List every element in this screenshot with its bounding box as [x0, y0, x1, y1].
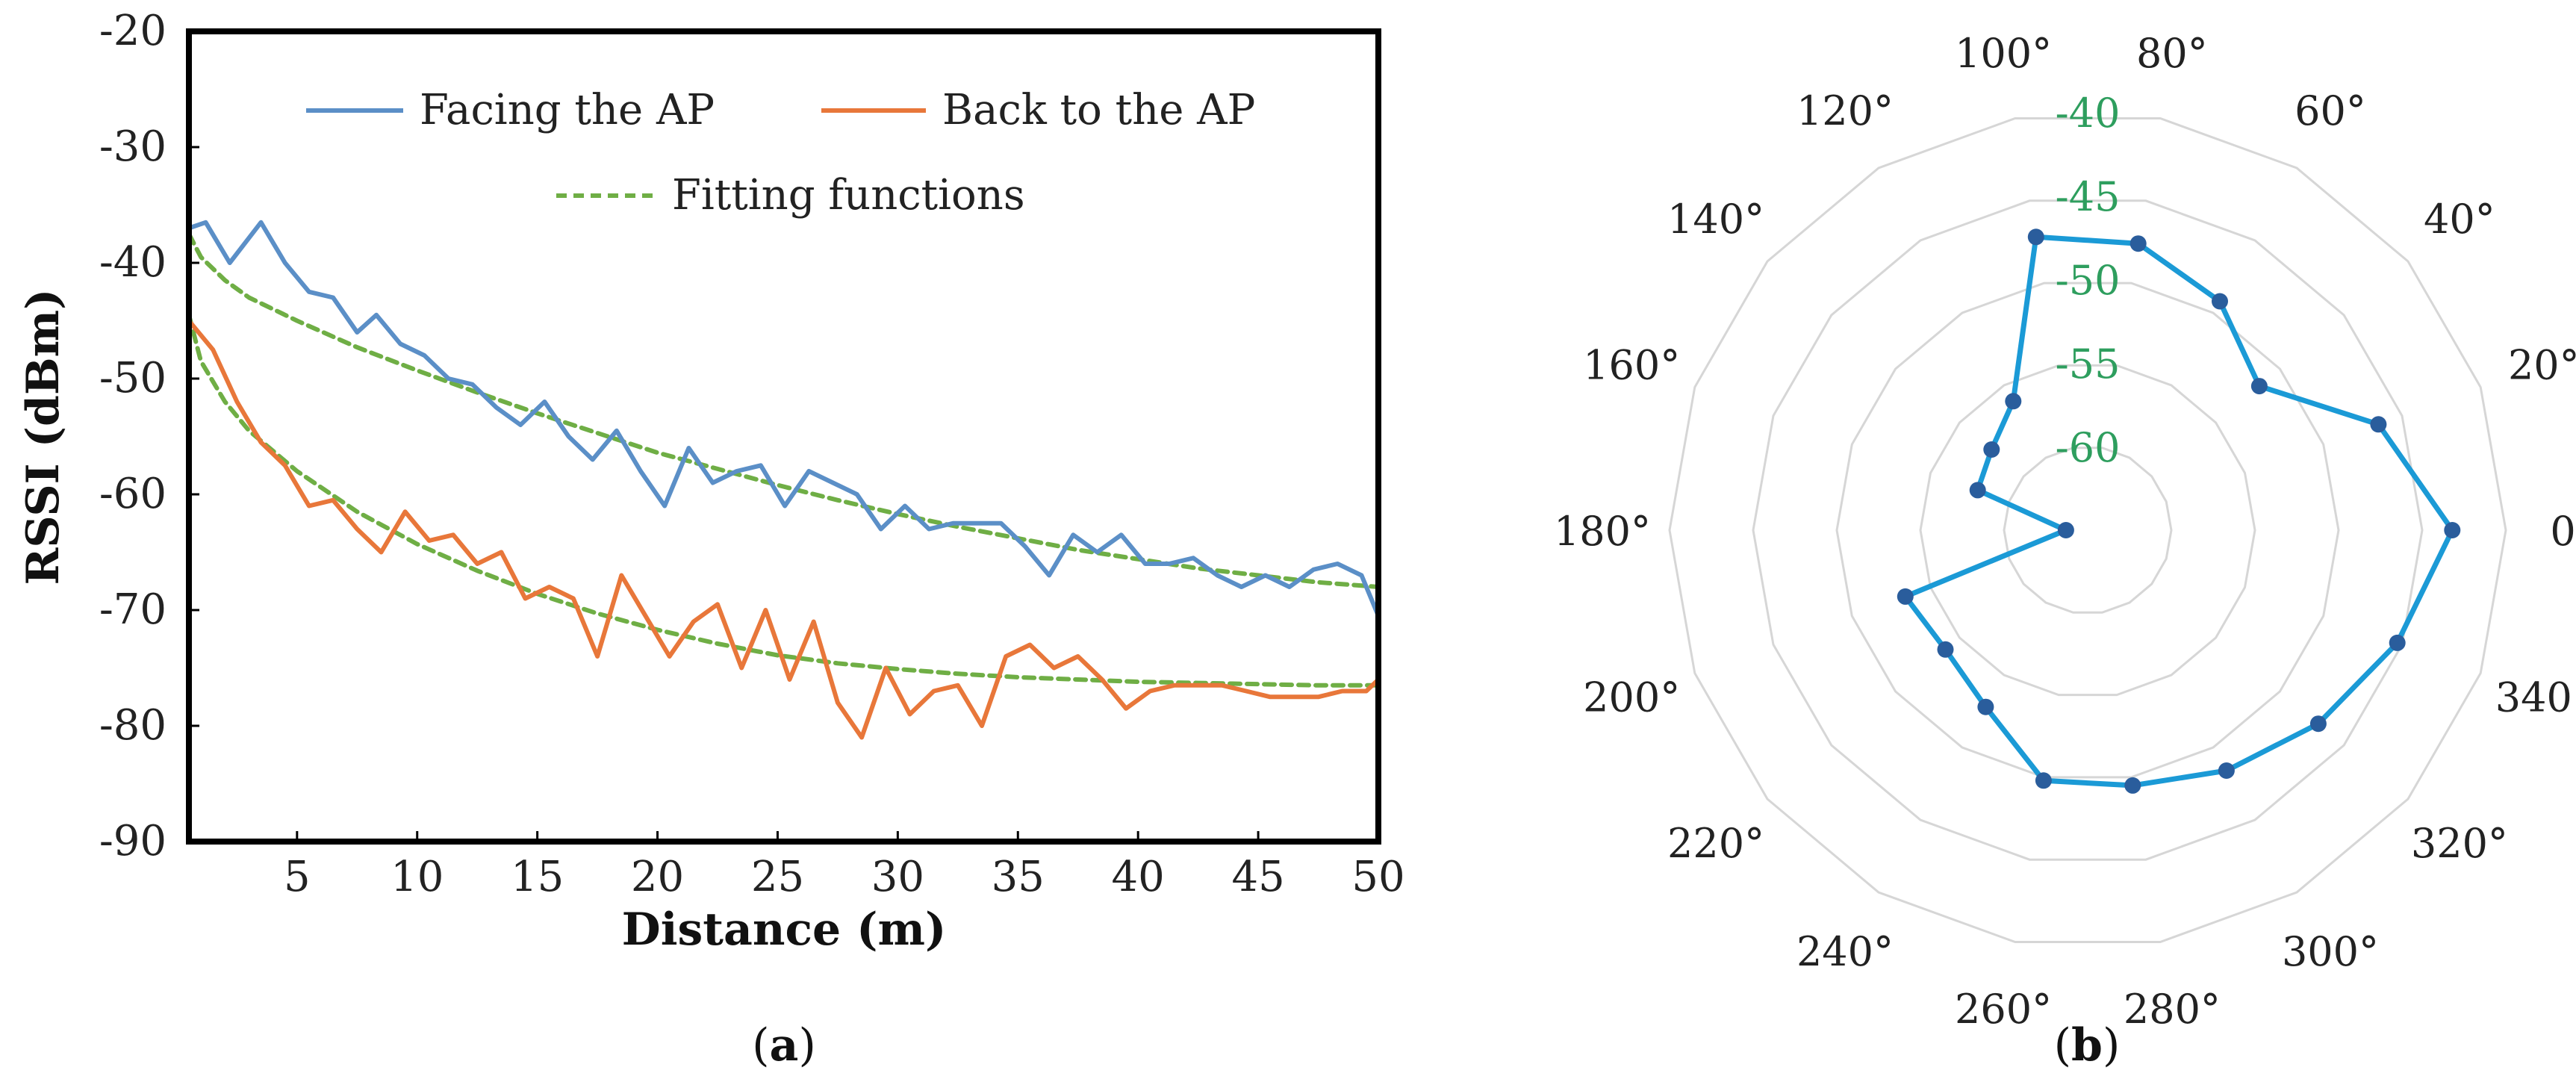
- polar-data-point: [1969, 482, 1986, 499]
- polar-angle-label: 140°: [1667, 196, 1764, 243]
- polar-radial-label: -55: [2056, 341, 2121, 388]
- x-tick-label: 5: [284, 853, 311, 901]
- x-tick-label: 15: [511, 853, 564, 901]
- x-tick-label: 40: [1112, 853, 1165, 901]
- y-tick-label: -30: [99, 122, 167, 171]
- y-tick-label: -90: [99, 817, 167, 865]
- polar-angle-label: 120°: [1796, 87, 1894, 134]
- polar-data-point: [1897, 588, 1914, 605]
- polar-radial-label: -60: [2056, 424, 2121, 471]
- polar-data-point: [2212, 293, 2228, 310]
- polar-radial-label: -45: [2056, 173, 2121, 220]
- x-tick-label: 30: [871, 853, 924, 901]
- line-chart-series-layer: [187, 220, 1381, 740]
- polar-angle-label: 220°: [1667, 820, 1764, 867]
- caption-paren-close: ): [2103, 1019, 2120, 1072]
- polar-angle-label: 160°: [1583, 342, 1680, 389]
- polar-data-point: [2218, 762, 2235, 779]
- polar-grid-ring: [1919, 364, 2256, 697]
- polar-radial-label: -50: [2056, 257, 2121, 304]
- caption-paren-open: (: [2054, 1019, 2071, 1072]
- polar-grid: [1668, 117, 2507, 943]
- caption-paren-close: ): [798, 1019, 815, 1072]
- polar-data-point: [2027, 228, 2044, 246]
- y-tick-label: -40: [99, 238, 167, 287]
- polar-angle-label: 0°: [2550, 508, 2576, 555]
- polar-data-point: [2005, 393, 2022, 410]
- y-tick-label: -20: [99, 7, 167, 55]
- x-tick-label: 10: [391, 853, 444, 901]
- polar-angle-label: 60°: [2295, 87, 2366, 134]
- x-tick-label: 45: [1231, 853, 1284, 901]
- polar-angle-labels: 0° 20° 40° 60° 80° 100° 120° 140° 160° 180° 200° 22…: [1554, 30, 2576, 1033]
- x-tick-label: 20: [631, 853, 684, 901]
- polar-grid-ring: [1668, 117, 2507, 943]
- polar-grid-ring: [1835, 282, 2340, 779]
- polar-data-point: [1937, 641, 1954, 658]
- y-tick-label: -50: [99, 354, 167, 402]
- polar-grid-ring: [2003, 447, 2173, 614]
- polar-angle-label: 260°: [1955, 986, 2052, 1033]
- polar-angle-label: 20°: [2508, 342, 2576, 389]
- y-tick-label: -80: [99, 701, 167, 750]
- polar-series-layer: [1897, 228, 2461, 794]
- polar-angle-label: 280°: [2124, 986, 2221, 1033]
- line-chart-panel: 5 10 15 20 25 30 35 40 45 50 -90 -80 -70 -60 -50 -40 -3…: [17, 7, 1405, 1072]
- series-line-back: [187, 318, 1381, 740]
- polar-data-point: [2370, 416, 2387, 433]
- polar-data-point: [2309, 715, 2327, 733]
- y-tick-label: -60: [99, 470, 167, 518]
- y-axis-ticks: -90 -80 -70 -60 -50 -40 -30 -20: [99, 7, 199, 865]
- polar-angle-label: 340°: [2495, 674, 2576, 721]
- legend-label-back: Back to the AP: [942, 86, 1255, 134]
- panel-a-caption: (a): [752, 1019, 816, 1072]
- polar-angle-label: 80°: [2136, 30, 2208, 77]
- polar-data-point: [2057, 522, 2074, 538]
- polar-angle-label: 40°: [2424, 196, 2495, 243]
- caption-letter-b: b: [2071, 1019, 2103, 1072]
- x-tick-label: 50: [1351, 853, 1404, 901]
- panel-b-caption: (b): [2054, 1019, 2121, 1072]
- polar-radial-label: -40: [2056, 90, 2121, 137]
- x-tick-label: 35: [992, 853, 1045, 901]
- polar-data-point: [1977, 698, 1994, 715]
- plot-frame: [186, 28, 1381, 845]
- x-axis-title: Distance (m): [622, 904, 947, 956]
- polar-data-point: [2124, 777, 2141, 794]
- fit-line-back: [187, 312, 1381, 688]
- polar-angle-label: 300°: [2282, 928, 2379, 975]
- x-axis-ticks: 5 10 15 20 25 30 35 40 45 50: [284, 831, 1405, 901]
- polar-radial-labels: -60 -55 -50 -45 -40: [2056, 90, 2121, 471]
- legend-label-fit: Fitting functions: [672, 171, 1025, 220]
- caption-paren-open: (: [752, 1019, 769, 1072]
- polar-angle-label: 240°: [1796, 928, 1894, 975]
- polar-grid-ring: [1752, 199, 2424, 861]
- polar-angle-label: 100°: [1955, 30, 2052, 77]
- y-tick-label: -70: [99, 585, 167, 634]
- series-line-facing: [187, 220, 1381, 618]
- polar-data-point: [2129, 235, 2147, 252]
- polar-data-point: [2035, 772, 2052, 789]
- polar-angle-label: 320°: [2411, 820, 2508, 867]
- x-tick-label: 25: [751, 853, 804, 901]
- legend: Facing the AP Back to the AP Fitting fun…: [306, 86, 1255, 220]
- polar-data-point: [2444, 522, 2461, 538]
- polar-data-point: [2250, 378, 2268, 395]
- polar-angle-label: 200°: [1583, 674, 1680, 721]
- polar-data-point: [2389, 634, 2406, 651]
- y-axis-title: RSSI (dBm): [17, 288, 69, 585]
- caption-letter-a: a: [770, 1019, 799, 1072]
- polar-chart-panel: 0° 20° 40° 60° 80° 100° 120° 140° 160° 180° 200° 22…: [1554, 30, 2576, 1072]
- polar-angle-label: 180°: [1554, 508, 1651, 555]
- legend-label-facing: Facing the AP: [420, 86, 715, 134]
- polar-data-point: [1983, 441, 2000, 458]
- fit-line-facing: [187, 231, 1381, 589]
